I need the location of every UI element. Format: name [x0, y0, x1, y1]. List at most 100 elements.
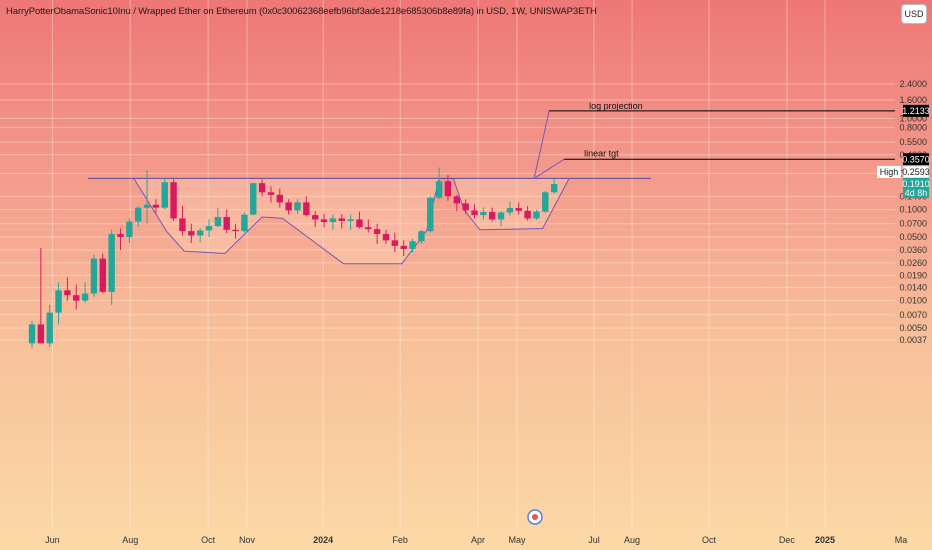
chart-title: HarryPotterObamaSonic10Inu / Wrapped Eth… [6, 6, 597, 17]
candle-body [391, 240, 399, 246]
candle-body [250, 183, 257, 215]
x-tick-label: 2025 [815, 535, 835, 545]
candle-body [214, 216, 222, 227]
candle-body [506, 208, 514, 213]
y-tick-label: 0.0100 [899, 296, 927, 306]
candle-body [90, 258, 98, 294]
x-tick-label: Aug [122, 535, 138, 545]
candle-body [373, 229, 381, 234]
x-tick-label: May [508, 535, 526, 545]
candle-body [46, 312, 53, 344]
events-icon-dot [532, 514, 538, 520]
candle-body [179, 218, 186, 232]
linear-target-leg [533, 158, 565, 179]
x-tick-label: Aug [624, 535, 640, 545]
candle-body [356, 219, 363, 228]
candle-body [347, 219, 354, 221]
y-tick-label: 0.0037 [899, 335, 927, 345]
candle-body [64, 290, 71, 296]
candle-body [542, 192, 549, 212]
candle-body [143, 204, 151, 208]
y-tick-label: 0.8000 [899, 122, 927, 132]
currency-button[interactable]: USD [901, 4, 927, 24]
candle-body [480, 212, 487, 216]
price-tag-value: 0.3570 [902, 154, 930, 164]
x-tick-label: Ma [895, 535, 908, 545]
price-tag [903, 177, 929, 198]
y-tick-label: 0.0140 [899, 282, 927, 292]
annotation-log-projection: log projection [589, 101, 643, 111]
candle-body [489, 212, 496, 220]
y-tick-label: 0.0190 [899, 270, 927, 280]
candle-body [365, 227, 372, 230]
x-tick-label: Dec [779, 535, 796, 545]
candle-body [312, 215, 319, 220]
y-tick-label: 0.0500 [899, 232, 927, 242]
x-tick-label: Nov [239, 535, 256, 545]
x-tick-label: Feb [392, 535, 408, 545]
candle-body [409, 241, 416, 249]
price-tag [903, 104, 929, 117]
candle-body [533, 211, 540, 219]
candle-body [550, 183, 558, 193]
candle-body [524, 210, 531, 219]
x-tick-label: Jun [45, 535, 60, 545]
y-tick-label: 0.0050 [899, 323, 927, 333]
candle-body [170, 182, 177, 219]
candle-body [205, 226, 213, 231]
price-tag-prefix-bg [877, 165, 901, 178]
candle-body [471, 210, 478, 216]
x-tick-label: Oct [702, 535, 717, 545]
y-tick-label: 0.1000 [899, 205, 927, 215]
candle-body [338, 218, 345, 221]
price-tag [903, 153, 929, 166]
candle-body [276, 194, 283, 203]
candle-body [294, 202, 301, 211]
y-tick-label: 1.6000 [899, 95, 927, 105]
x-tick-label: Apr [471, 535, 485, 545]
candle-body [81, 293, 89, 301]
y-tick-label: 2.4000 [899, 79, 927, 89]
x-tick-label: 2024 [313, 535, 333, 545]
candle-body [303, 202, 310, 216]
candle-body [37, 324, 45, 344]
candle-body [320, 219, 328, 223]
candle-body [28, 324, 36, 344]
y-tick-label: 0.0700 [899, 219, 927, 229]
candle-body [152, 204, 160, 208]
price-tag-value: 1.2133 [902, 106, 930, 116]
candle-body [108, 233, 115, 292]
candle-body [453, 196, 460, 204]
y-tick-label: 0.5500 [899, 137, 927, 147]
y-tick-label: 0.0070 [899, 310, 927, 320]
price-tag-value: 0.1910 [902, 179, 930, 189]
candle-body [515, 208, 522, 211]
candle-body [329, 218, 337, 223]
candle-body [117, 233, 124, 238]
candle-body [232, 229, 239, 232]
candle-body [126, 221, 133, 238]
candle-body [55, 290, 62, 313]
candle-body [267, 192, 275, 195]
candle-body [382, 233, 390, 241]
price-tag-prefix: High [880, 167, 899, 177]
candle-body [161, 182, 168, 208]
candle-body [188, 231, 195, 236]
candle-body [258, 183, 266, 193]
candle-body [418, 231, 425, 242]
x-tick-label: Jul [588, 535, 600, 545]
candle-body [427, 197, 434, 232]
price-tag-countdown: 4d 8h [905, 188, 928, 198]
y-tick-label: 0.0360 [899, 245, 927, 255]
price-tag [902, 165, 930, 179]
pattern-fill [133, 178, 570, 264]
candle-body [196, 230, 204, 236]
candle-body [444, 181, 452, 197]
x-tick-label: Oct [201, 535, 216, 545]
log-projection-leg [533, 110, 550, 179]
candle-body [435, 181, 443, 198]
candle-body [99, 258, 106, 292]
y-tick-label: 1.0000 [899, 114, 927, 124]
